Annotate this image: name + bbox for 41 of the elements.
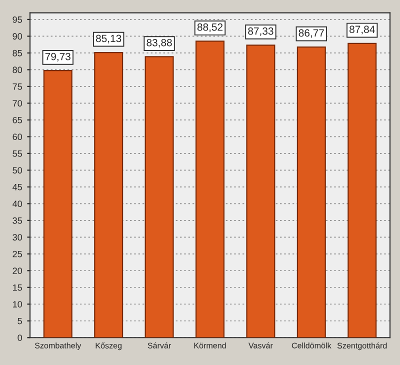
data-label: 85,13 bbox=[96, 34, 122, 44]
y-tick-label: 80 bbox=[12, 66, 22, 74]
x-tick-label: Celldömölk bbox=[292, 342, 332, 348]
y-tick-label: 15 bbox=[13, 284, 22, 291]
y-tick-label: 75 bbox=[12, 84, 22, 90]
y-tick-label: 90 bbox=[12, 33, 22, 40]
y-tick-label: 5 bbox=[18, 318, 22, 324]
bar bbox=[94, 52, 124, 338]
bar bbox=[144, 56, 174, 338]
y-tick-label: 45 bbox=[12, 184, 22, 190]
data-label: 87,33 bbox=[248, 27, 274, 36]
y-tick-label: 60 bbox=[12, 134, 22, 140]
data-label: 83,88 bbox=[146, 38, 172, 48]
y-tick-label: 25 bbox=[12, 250, 22, 258]
data-label: 79,73 bbox=[45, 52, 70, 62]
bar bbox=[348, 42, 377, 338]
bar bbox=[196, 40, 224, 338]
x-tick-label: Körmend bbox=[194, 342, 226, 348]
bar bbox=[296, 46, 326, 338]
data-label: 87,84 bbox=[350, 26, 375, 34]
data-label: 86,77 bbox=[298, 29, 324, 38]
data-label: 88,52 bbox=[197, 23, 223, 32]
y-tick-label: 50 bbox=[12, 167, 22, 174]
x-tick-label: Szentgotthárd bbox=[337, 342, 387, 350]
bar bbox=[246, 44, 276, 338]
bar bbox=[43, 70, 72, 338]
y-tick-label: 55 bbox=[12, 150, 22, 157]
y-tick-label: 65 bbox=[12, 116, 22, 124]
y-tick-label: 85 bbox=[12, 50, 22, 56]
y-tick-label: 20 bbox=[12, 268, 22, 274]
y-tick-label: 35 bbox=[12, 217, 22, 224]
x-tick-label: Vasvár bbox=[248, 342, 273, 348]
x-tick-label: Szombathely bbox=[34, 342, 82, 350]
x-tick-label: Sárvár bbox=[148, 342, 172, 348]
y-tick-label: 40 bbox=[12, 200, 22, 208]
y-tick-label: 10 bbox=[13, 301, 22, 308]
y-tick-label: 70 bbox=[12, 100, 22, 107]
y-tick-label: 0 bbox=[18, 334, 22, 341]
x-tick-label: Kőszeg bbox=[96, 342, 122, 350]
y-tick-label: 95 bbox=[12, 16, 22, 23]
y-tick-label: 30 bbox=[12, 234, 22, 241]
